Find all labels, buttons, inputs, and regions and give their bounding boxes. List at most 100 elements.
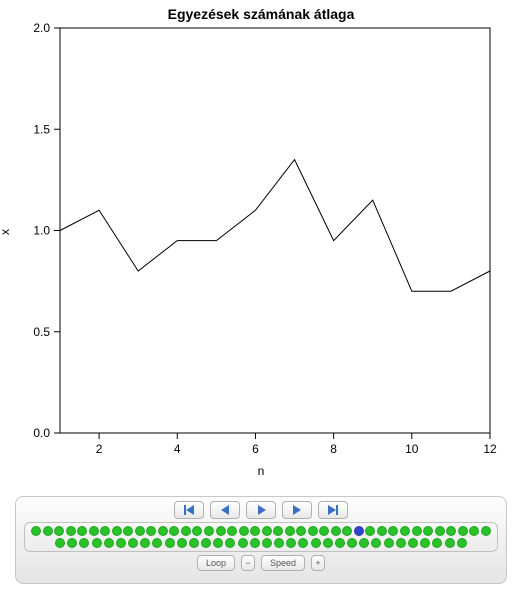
frame-dot[interactable] [165, 538, 175, 548]
frame-dot[interactable] [169, 526, 179, 536]
frame-dot[interactable] [77, 526, 87, 536]
speed-label: Speed [270, 558, 296, 568]
frame-dot[interactable] [347, 538, 357, 548]
frame-dot[interactable] [216, 526, 226, 536]
frame-dot-row [31, 538, 491, 548]
prev-icon [219, 504, 231, 516]
frame-dot[interactable] [225, 538, 235, 548]
frame-dot[interactable] [432, 538, 442, 548]
speed-button[interactable]: Speed [261, 555, 305, 571]
frame-dot[interactable] [420, 538, 430, 548]
frame-dot[interactable] [152, 538, 162, 548]
frame-dot[interactable] [158, 526, 168, 536]
frame-dot[interactable] [423, 526, 433, 536]
speed-plus-button[interactable]: + [311, 555, 325, 571]
frame-dot[interactable] [298, 538, 308, 548]
frame-dot[interactable] [469, 526, 479, 536]
frame-dot[interactable] [311, 538, 321, 548]
svg-text:12: 12 [483, 442, 497, 456]
frame-dot[interactable] [296, 526, 306, 536]
frame-dot[interactable] [458, 526, 468, 536]
frame-dot[interactable] [308, 526, 318, 536]
frame-dot[interactable] [79, 538, 89, 548]
frame-dot[interactable] [446, 526, 456, 536]
frame-dot[interactable] [238, 538, 248, 548]
svg-text:1.5: 1.5 [33, 122, 50, 136]
frame-dot[interactable] [104, 538, 114, 548]
frame-dot[interactable] [54, 526, 64, 536]
chart-area: Egyezések számának átlaga x n 246810120.… [0, 0, 522, 490]
frame-dot[interactable] [67, 538, 77, 548]
frame-dot[interactable] [92, 538, 102, 548]
frame-dot[interactable] [262, 538, 272, 548]
frame-dot[interactable] [213, 538, 223, 548]
play-button[interactable] [246, 501, 276, 519]
prev-button[interactable] [210, 501, 240, 519]
plot-svg: 246810120.00.51.01.52.0 [0, 0, 522, 490]
frame-dot[interactable] [140, 538, 150, 548]
frame-dot[interactable] [377, 526, 387, 536]
plus-label: + [315, 558, 320, 568]
loop-label: Loop [206, 558, 226, 568]
frame-dot[interactable] [146, 526, 156, 536]
frame-dot[interactable] [388, 526, 398, 536]
speed-minus-button[interactable]: − [241, 555, 255, 571]
frame-dot[interactable] [408, 538, 418, 548]
frame-dot[interactable] [286, 538, 296, 548]
frame-dot[interactable] [66, 526, 76, 536]
frame-dot[interactable] [262, 526, 272, 536]
frame-dot[interactable] [335, 538, 345, 548]
frame-dot[interactable] [457, 538, 467, 548]
frame-dot[interactable] [112, 526, 122, 536]
last-button[interactable] [318, 501, 348, 519]
svg-text:2.0: 2.0 [33, 21, 50, 35]
frame-dot[interactable] [100, 526, 110, 536]
next-button[interactable] [282, 501, 312, 519]
frame-dot[interactable] [445, 538, 455, 548]
frame-dot[interactable] [116, 538, 126, 548]
frame-dot[interactable] [412, 526, 422, 536]
frame-dot[interactable] [227, 526, 237, 536]
frame-dot[interactable] [181, 526, 191, 536]
frame-dot[interactable] [250, 538, 260, 548]
svg-text:10: 10 [405, 442, 419, 456]
svg-text:0.0: 0.0 [33, 426, 50, 440]
frame-dot[interactable] [177, 538, 187, 548]
frame-dot[interactable] [128, 538, 138, 548]
frame-dot[interactable] [204, 526, 214, 536]
frame-dot[interactable] [189, 538, 199, 548]
frame-dot[interactable] [274, 538, 284, 548]
frame-dot[interactable] [331, 526, 341, 536]
frame-dot[interactable] [192, 526, 202, 536]
frame-dot[interactable] [43, 526, 53, 536]
frame-dot[interactable] [89, 526, 99, 536]
frame-dot[interactable] [201, 538, 211, 548]
frame-dot[interactable] [31, 526, 41, 536]
svg-text:0.5: 0.5 [33, 325, 50, 339]
bottom-row: Loop − Speed + [197, 555, 325, 571]
frame-dot[interactable] [371, 538, 381, 548]
frame-dot[interactable] [285, 526, 295, 536]
frame-dot[interactable] [123, 526, 133, 536]
last-icon [327, 504, 339, 516]
frame-dot[interactable] [239, 526, 249, 536]
frame-dot[interactable] [273, 526, 283, 536]
first-button[interactable] [174, 501, 204, 519]
frame-dot[interactable] [55, 538, 65, 548]
frame-dot[interactable] [323, 538, 333, 548]
loop-button[interactable]: Loop [197, 555, 235, 571]
frame-dot[interactable] [250, 526, 260, 536]
frame-dot-row [31, 526, 491, 536]
frame-dot[interactable] [384, 538, 394, 548]
frame-dot[interactable] [319, 526, 329, 536]
frame-dot[interactable] [396, 538, 406, 548]
frame-dot[interactable] [135, 526, 145, 536]
frame-dot[interactable] [354, 526, 364, 536]
frame-dot[interactable] [365, 526, 375, 536]
frame-dot[interactable] [400, 526, 410, 536]
frame-strip[interactable] [24, 522, 498, 552]
frame-dot[interactable] [481, 526, 491, 536]
frame-dot[interactable] [435, 526, 445, 536]
frame-dot[interactable] [359, 538, 369, 548]
frame-dot[interactable] [342, 526, 352, 536]
